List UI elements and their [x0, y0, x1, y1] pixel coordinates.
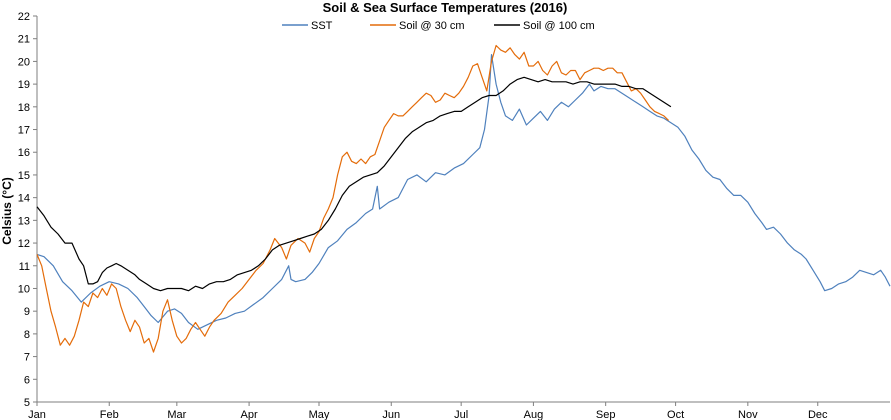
y-axis: 5 6 7 8 9 10 11 12 13 14 15 16 17 18 19 20 21 22	[18, 11, 38, 409]
y-tick-label: 5	[24, 397, 30, 409]
y-tick-label: 18	[18, 102, 30, 114]
chart-title: Soil & Sea Surface Temperatures (2016)	[323, 0, 568, 15]
x-tick-label: Sep	[596, 409, 616, 420]
x-tick-label: Nov	[738, 409, 758, 420]
y-tick-label: 20	[18, 56, 30, 68]
y-tick-label: 12	[18, 238, 30, 250]
y-tick-label: 10	[18, 283, 30, 295]
y-tick-label: 15	[18, 170, 30, 182]
series-line-sst	[36, 54, 891, 330]
legend-label: Soil @ 30 cm	[399, 20, 465, 32]
legend: SST Soil @ 30 cm Soil @ 100 cm	[282, 20, 595, 32]
x-tick-label: Mar	[167, 409, 186, 420]
y-tick-label: 6	[24, 374, 30, 386]
y-tick-label: 22	[18, 11, 30, 23]
x-tick-label: Aug	[524, 409, 544, 420]
y-tick-label: 21	[18, 34, 30, 46]
y-tick-label: 16	[18, 147, 30, 159]
legend-label: SST	[311, 20, 333, 32]
series-line-soil-100-cm	[36, 76, 672, 292]
y-tick-label: 19	[18, 79, 30, 91]
x-tick-label: Apr	[241, 409, 258, 420]
x-tick-label: Jun	[382, 409, 400, 420]
x-tick-label: Dec	[808, 409, 828, 420]
x-axis: Jan Feb Mar Apr May Jun Jul Aug Sep Oct Nov Dec	[28, 401, 890, 420]
y-tick-label: 11	[19, 261, 30, 273]
y-tick-label: 14	[18, 193, 30, 205]
y-tick-label: 9	[24, 306, 30, 318]
y-tick-label: 8	[24, 329, 30, 341]
x-tick-label: Jul	[454, 409, 468, 420]
x-tick-label: Feb	[100, 409, 119, 420]
legend-label: Soil @ 100 cm	[523, 20, 595, 32]
series-layer	[36, 44, 891, 353]
y-tick-label: 7	[24, 352, 30, 364]
x-tick-label: Jan	[28, 409, 46, 420]
x-tick-label: Oct	[667, 409, 684, 420]
y-tick-label: 17	[18, 125, 30, 137]
y-tick-label: 13	[18, 215, 30, 227]
x-tick-label: May	[309, 409, 330, 420]
series-line-soil-30-cm	[36, 44, 670, 353]
y-axis-label: Celsius (°C)	[0, 177, 14, 244]
